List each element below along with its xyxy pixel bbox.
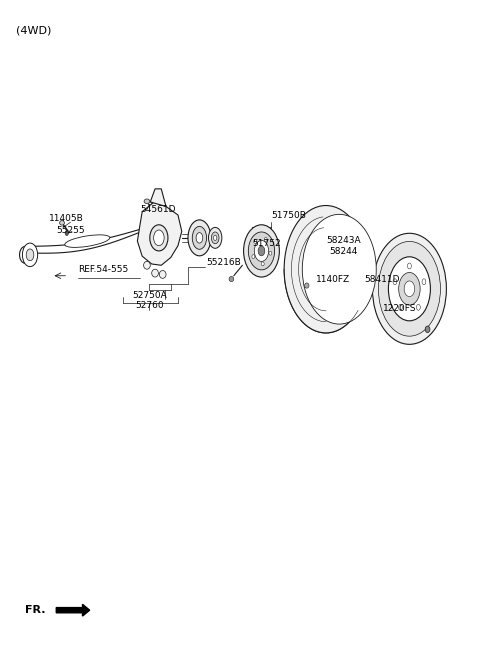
Polygon shape xyxy=(20,229,142,263)
FancyArrow shape xyxy=(56,604,90,616)
Ellipse shape xyxy=(261,262,264,266)
Ellipse shape xyxy=(398,304,402,310)
Ellipse shape xyxy=(269,251,272,255)
Ellipse shape xyxy=(422,279,426,285)
Ellipse shape xyxy=(144,261,150,269)
Ellipse shape xyxy=(425,326,430,333)
Ellipse shape xyxy=(408,263,411,269)
Ellipse shape xyxy=(208,228,222,249)
Text: 58244: 58244 xyxy=(329,247,358,256)
Ellipse shape xyxy=(243,225,279,277)
Text: 1140FZ: 1140FZ xyxy=(316,275,350,283)
Polygon shape xyxy=(137,202,182,265)
Ellipse shape xyxy=(252,255,255,258)
Ellipse shape xyxy=(404,281,415,297)
Text: 54561D: 54561D xyxy=(140,205,175,214)
Text: 58411D: 58411D xyxy=(364,275,399,283)
Text: 51752: 51752 xyxy=(252,239,280,249)
Ellipse shape xyxy=(214,236,217,241)
Ellipse shape xyxy=(306,243,341,295)
Text: 58243A: 58243A xyxy=(326,236,360,245)
Text: 11405B: 11405B xyxy=(49,215,84,224)
Ellipse shape xyxy=(23,243,37,266)
Ellipse shape xyxy=(393,279,397,285)
Ellipse shape xyxy=(159,270,166,278)
Ellipse shape xyxy=(254,241,269,261)
Ellipse shape xyxy=(150,225,168,251)
Ellipse shape xyxy=(258,246,265,256)
Ellipse shape xyxy=(144,199,150,203)
Ellipse shape xyxy=(211,232,219,244)
Ellipse shape xyxy=(192,226,206,249)
Text: 55216B: 55216B xyxy=(206,258,241,267)
Ellipse shape xyxy=(248,232,275,270)
Ellipse shape xyxy=(188,220,211,256)
Ellipse shape xyxy=(60,220,64,225)
Ellipse shape xyxy=(302,215,376,324)
Ellipse shape xyxy=(65,231,69,236)
Ellipse shape xyxy=(196,233,203,243)
Ellipse shape xyxy=(254,239,257,243)
Ellipse shape xyxy=(305,283,309,288)
Ellipse shape xyxy=(399,272,420,305)
Ellipse shape xyxy=(264,237,267,241)
Ellipse shape xyxy=(372,234,446,344)
Ellipse shape xyxy=(229,276,234,281)
Ellipse shape xyxy=(152,269,158,277)
Text: 52760: 52760 xyxy=(135,300,164,310)
Text: 55255: 55255 xyxy=(56,226,85,235)
Text: 52750A: 52750A xyxy=(132,291,167,300)
Text: 1220FS: 1220FS xyxy=(383,304,417,313)
Text: REF.54-555: REF.54-555 xyxy=(78,265,128,274)
Ellipse shape xyxy=(417,304,420,310)
Ellipse shape xyxy=(26,249,34,260)
Text: (4WD): (4WD) xyxy=(16,26,51,36)
Polygon shape xyxy=(150,189,166,207)
Text: FR.: FR. xyxy=(25,605,46,615)
Ellipse shape xyxy=(378,241,441,336)
Ellipse shape xyxy=(65,235,110,247)
Ellipse shape xyxy=(284,205,368,333)
Ellipse shape xyxy=(154,230,164,246)
Ellipse shape xyxy=(388,256,431,321)
Text: 51750B: 51750B xyxy=(271,211,306,220)
